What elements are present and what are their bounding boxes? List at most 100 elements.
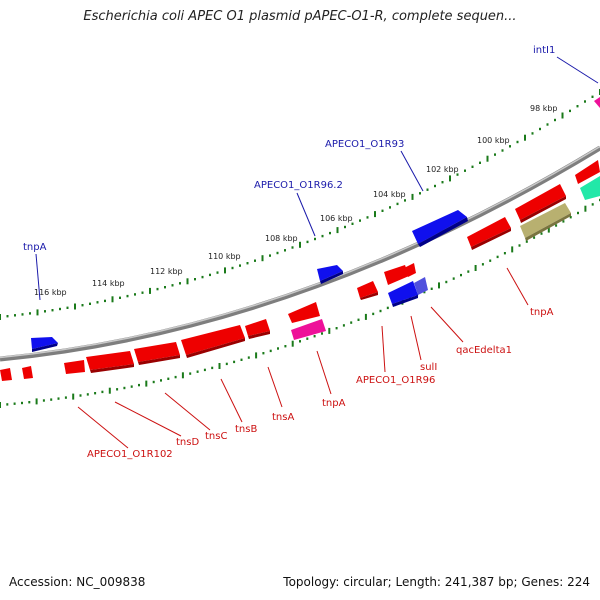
outer-ring-tick (426, 188, 429, 191)
outer-ring-tick (0, 314, 1, 320)
label-tnsC[interactable]: tnsC (205, 431, 227, 442)
label-tnpA-middle[interactable]: tnpA (322, 398, 346, 409)
inner-ring-tick (481, 263, 484, 266)
inner-ring-tick (321, 332, 323, 335)
outer-ring-tick (261, 255, 264, 262)
outer-ring-tick (171, 284, 174, 287)
position-label-112kbp: 112 kbp (150, 267, 183, 276)
inner-ring-tick (203, 368, 206, 372)
outer-ring-tick (411, 193, 414, 200)
inner-ring-tick (386, 306, 389, 310)
label-sulI[interactable]: sulI (420, 362, 437, 373)
inner-ring-tick (269, 349, 272, 353)
outer-ring-tick (321, 234, 324, 238)
inner-ring-tick (372, 312, 375, 316)
outer-ring-tick (314, 237, 316, 241)
gene-sulI[interactable] (388, 281, 418, 307)
backbone-highlight (0, 145, 600, 359)
inner-ring-tick (277, 347, 279, 350)
label-tnpA-right[interactable]: tnpA (530, 307, 554, 318)
inner-ring-tick (167, 377, 170, 380)
inner-ring-tick (13, 402, 16, 405)
outer-ring-tick (351, 222, 354, 225)
label-qacEdelta1[interactable]: qacEdelta1 (456, 345, 512, 356)
gene-tnsA[interactable] (245, 319, 270, 339)
outer-ring-tick (14, 314, 16, 317)
label-tnsA[interactable]: tnsA (272, 412, 294, 423)
inner-ring-tick (42, 399, 45, 402)
label-APECO1_O1R93[interactable]: APECO1_O1R93 (325, 139, 404, 150)
position-label-100kbp: 100 kbp (477, 136, 510, 145)
gene-tnsC[interactable] (134, 342, 180, 365)
label-APECO1_O1R102[interactable]: APECO1_O1R102 (87, 449, 173, 460)
label-tnsD[interactable]: tnsD (176, 437, 199, 448)
gene-tnpA-reverse-right[interactable] (467, 217, 511, 250)
inner-ring-tick (452, 277, 455, 280)
gene-tnsD[interactable] (86, 351, 134, 373)
outer-ring-tick (149, 287, 151, 294)
outer-ring-tick (126, 294, 129, 298)
reverse-genes (0, 160, 600, 381)
position-label-102kbp: 102 kbp (426, 165, 459, 174)
gene-intI1[interactable] (594, 97, 600, 108)
outer-ring-tick (434, 184, 436, 188)
outer-ring-tick (404, 199, 406, 202)
label-tnsB[interactable]: tnsB (235, 424, 257, 435)
inner-ring-tick (430, 287, 433, 290)
outer-ring-tick (216, 271, 219, 274)
outer-ring-tick (396, 202, 399, 206)
gene-block-top-right[interactable] (515, 160, 600, 241)
gene-APECO1_O1R96[interactable] (357, 263, 416, 300)
inner-ring-tick (72, 393, 75, 400)
outer-ring-tick (524, 134, 526, 141)
inner-ring-tick (101, 390, 104, 394)
position-label-116kbp: 116 kbp (34, 288, 67, 297)
outer-ring-tick (66, 306, 69, 309)
outer-ring-tick (224, 267, 226, 274)
outer-ring-tick (464, 169, 466, 172)
outer-ring-tick (591, 95, 594, 98)
outer-ring-tick (509, 145, 511, 148)
inner-ring-tick (189, 372, 192, 375)
inner-ring-tick (255, 352, 258, 359)
inner-ring-tick (284, 345, 287, 348)
outer-ring-tick (569, 109, 571, 113)
inner-ring-tick (0, 402, 1, 408)
outer-ring-tick (44, 310, 46, 313)
outer-ring-tick (269, 254, 271, 257)
position-label-110kbp: 110 kbp (208, 252, 241, 261)
gene-tnpA-reverse[interactable] (288, 302, 326, 340)
inner-ring-tick (584, 205, 587, 212)
outer-ring-tick (209, 273, 211, 277)
inner-ring-tick (335, 327, 338, 330)
gene-tnpA-forward[interactable] (31, 337, 58, 352)
label-tnpA-forward[interactable]: tnpA (23, 242, 47, 253)
outer-ring-tick (554, 118, 556, 122)
outer-ring-tick (179, 282, 181, 285)
inner-ring-tick (262, 352, 265, 355)
label-APECO1_O1R96[interactable]: APECO1_O1R96 (356, 375, 435, 386)
gene-APECO1_O1R93[interactable] (412, 210, 468, 247)
outer-ring-tick (456, 173, 459, 176)
inner-ring-tick (174, 375, 177, 379)
gene-APECO1_O1R96.2[interactable] (317, 265, 343, 284)
gene-qacEdelta1[interactable] (414, 277, 428, 295)
inner-ring-tick (350, 321, 353, 324)
inner-ring-tick (291, 340, 294, 347)
outer-ring-tick (561, 112, 564, 119)
inner-ring-tick (145, 380, 148, 387)
gene-tnsB[interactable] (181, 325, 245, 358)
inner-ring-tick (438, 282, 440, 289)
callout-lines (35, 56, 599, 449)
inner-ring-tick (474, 265, 477, 271)
inner-ring-tick (79, 394, 82, 397)
gene-APECO1_O1R102[interactable] (0, 360, 85, 381)
position-label-104kbp: 104 kbp (373, 190, 406, 199)
label-intI1[interactable]: intI1 (533, 45, 555, 56)
outer-ring-tick (231, 266, 234, 270)
label-APECO1_O1R96.2[interactable]: APECO1_O1R96.2 (254, 180, 343, 191)
inner-ring-tick (86, 393, 89, 396)
inner-ring-tick (313, 335, 316, 338)
outer-ring-tick (254, 259, 256, 262)
